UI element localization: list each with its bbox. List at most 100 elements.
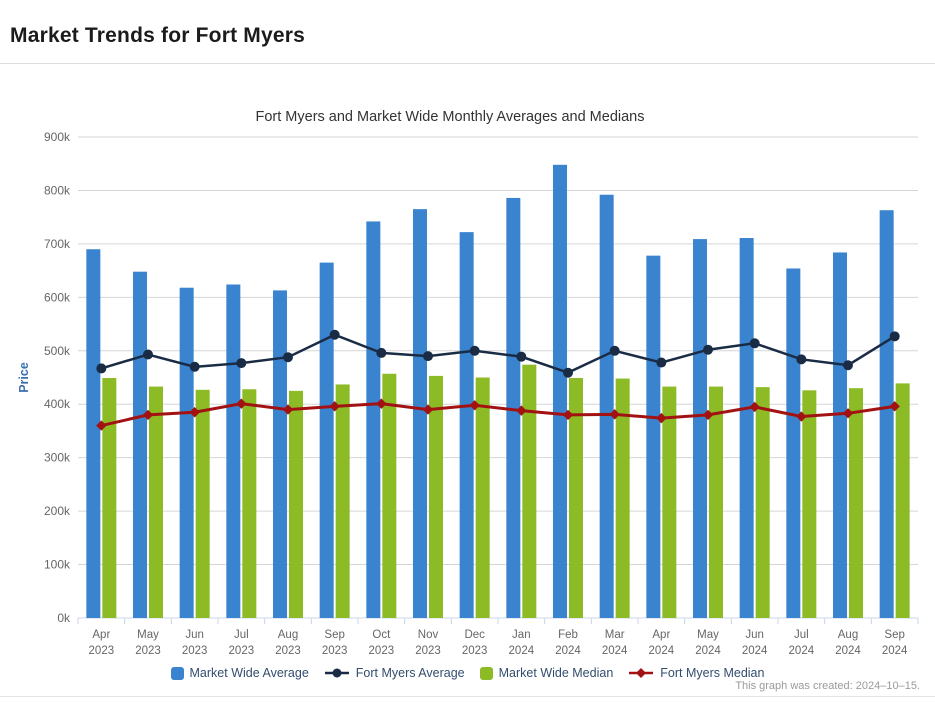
bar-market-wide-median[interactable] [709,386,723,618]
legend-item-market-wide-median[interactable]: Market Wide Median [479,666,613,680]
bar-market-wide-average[interactable] [273,290,287,618]
point-fort-myers-average[interactable] [749,338,760,349]
y-tick-label: 500k [44,344,71,358]
bar-market-wide-median[interactable] [849,388,863,618]
bar-market-wide-median[interactable] [102,378,117,618]
point-fort-myers-median[interactable] [702,409,714,421]
bar-market-wide-median[interactable] [895,383,910,618]
point-fort-myers-average[interactable] [843,360,853,371]
bar-market-wide-average[interactable] [786,268,801,618]
bar-market-wide-median[interactable] [335,384,350,618]
y-tick-label: 400k [44,397,71,411]
header-divider [0,63,935,64]
point-fort-myers-median[interactable] [842,408,854,419]
y-tick-label: 0k [57,611,71,625]
bar-market-wide-median[interactable] [522,364,537,618]
bar-market-wide-median[interactable] [475,377,490,619]
bar-market-wide-median[interactable] [662,386,677,618]
legend-item-fort-myers-average[interactable]: Fort Myers Average [324,666,465,680]
point-fort-myers-median[interactable] [609,409,620,420]
bar-market-wide-average[interactable] [319,262,334,618]
x-tick-label-year: 2023 [135,645,161,657]
point-fort-myers-median[interactable] [282,404,294,415]
bar-market-wide-median[interactable] [569,378,583,618]
point-fort-myers-average[interactable] [283,352,293,363]
line-fort-myers-median [100,402,895,428]
bar-market-wide-median[interactable] [195,389,210,618]
bar-market-wide-average[interactable] [739,238,754,618]
bar-market-wide-average[interactable] [459,232,474,618]
chart-legend: Market Wide Average Fort Myers Average Mar… [0,666,935,680]
bar-market-wide-average[interactable] [86,249,101,618]
point-fort-myers-median[interactable] [96,420,107,431]
point-fort-myers-average[interactable] [609,345,620,356]
point-fort-myers-median[interactable] [562,409,574,421]
point-fort-myers-average[interactable] [796,354,807,365]
bar-market-wide-average[interactable] [133,271,147,618]
bar-market-wide-average[interactable] [599,194,614,618]
bar-market-wide-average[interactable] [553,164,567,618]
bar-market-wide-median[interactable] [382,373,397,618]
point-fort-myers-median[interactable] [656,412,667,424]
point-fort-myers-average[interactable] [423,351,433,362]
bar-market-wide-average[interactable] [226,284,241,618]
x-tick-label-month: Jul [794,629,809,641]
bar-market-wide-median[interactable] [289,390,303,618]
legend-marker-fort-myers-average-icon [324,668,349,678]
bar-market-wide-average[interactable] [833,252,847,618]
point-fort-myers-average[interactable] [516,351,527,362]
point-fort-myers-median[interactable] [422,404,434,415]
y-tick-label: 600k [44,290,71,304]
point-fort-myers-average[interactable] [236,358,247,369]
point-fort-myers-median[interactable] [142,409,154,421]
legend-label: Fort Myers Average [355,666,465,680]
bar-market-wide-average[interactable] [179,287,194,618]
bar-market-wide-average[interactable] [366,221,381,618]
point-fort-myers-average[interactable] [189,361,200,372]
x-tick-label-year: 2024 [602,645,628,657]
point-fort-myers-median[interactable] [329,401,340,412]
x-tick-label-month: Feb [558,629,578,641]
point-fort-myers-median[interactable] [376,398,387,409]
point-fort-myers-average[interactable] [563,367,573,378]
point-fort-myers-median[interactable] [796,411,807,422]
point-fort-myers-median[interactable] [516,405,527,416]
bar-market-wide-average[interactable] [413,209,427,618]
point-fort-myers-average[interactable] [96,363,107,374]
bar-market-wide-median[interactable] [802,390,817,618]
x-tick-label-year: 2024 [695,645,721,657]
point-fort-myers-median[interactable] [189,407,200,418]
point-fort-myers-average[interactable] [469,345,480,356]
point-fort-myers-average[interactable] [143,349,153,360]
bar-market-wide-median[interactable] [242,389,257,618]
point-fort-myers-average[interactable] [656,357,667,368]
y-tick-label: 100k [44,558,71,572]
point-fort-myers-average[interactable] [376,347,387,358]
x-tick-label-year: 2024 [509,645,535,657]
x-tick-label-year: 2024 [835,645,861,657]
bar-market-wide-average[interactable] [693,239,707,618]
bar-market-wide-median[interactable] [429,375,443,618]
bottom-divider [0,696,935,697]
point-fort-myers-median[interactable] [469,400,480,411]
x-tick-label-month: Mar [605,629,625,641]
bar-market-wide-median[interactable] [755,387,770,618]
point-fort-myers-average[interactable] [329,329,340,340]
point-fort-myers-median[interactable] [236,398,247,409]
bar-market-wide-median[interactable] [615,378,630,618]
point-fort-myers-average[interactable] [703,344,713,355]
point-fort-myers-median[interactable] [889,401,900,412]
legend-swatch-market-wide-median [479,666,493,680]
legend-item-market-wide-average[interactable]: Market Wide Average [170,666,309,680]
bar-market-wide-average[interactable] [646,255,661,618]
creation-date-note: This graph was created: 2024–10–15. [735,680,920,692]
x-tick-label-year: 2024 [649,645,675,657]
x-tick-label-month: Jul [234,629,249,641]
point-fort-myers-average[interactable] [889,331,900,342]
bar-market-wide-median[interactable] [149,386,163,618]
legend-item-fort-myers-median[interactable]: Fort Myers Median [628,666,764,680]
x-tick-label-year: 2024 [882,645,908,657]
bar-market-wide-average[interactable] [879,210,894,619]
bar-market-wide-average[interactable] [506,197,521,618]
point-fort-myers-median[interactable] [749,401,760,413]
